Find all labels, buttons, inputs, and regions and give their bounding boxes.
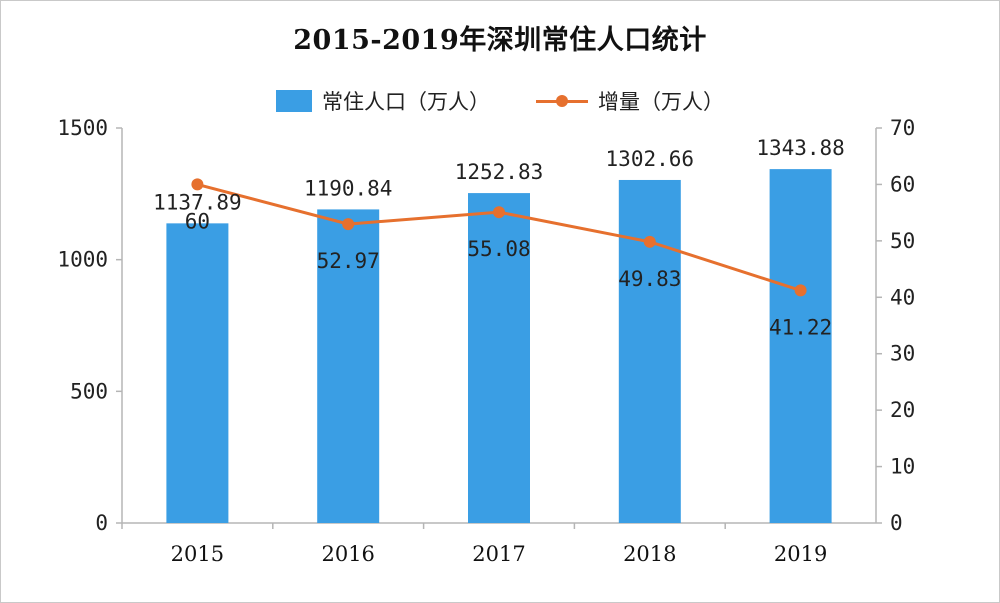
bar <box>317 209 380 523</box>
y-left-tick-label: 0 <box>95 511 108 535</box>
increment-point <box>794 284 807 297</box>
line-data-label: 60 <box>185 209 210 233</box>
chart-title: 2015-2019年深圳常住人口统计 <box>293 25 707 56</box>
y-left-tick-label: 1500 <box>57 116 108 140</box>
line-data-label: 41.22 <box>769 315 832 339</box>
bar <box>166 223 229 523</box>
x-tick-label: 2018 <box>623 542 676 566</box>
increment-point <box>493 206 505 219</box>
x-tick-label: 2017 <box>472 542 525 566</box>
legend-label-increment: 增量（万人） <box>598 90 724 114</box>
legend-label-population: 常住人口（万人） <box>322 90 490 114</box>
line-data-label: 55.08 <box>467 237 530 261</box>
y-right-tick-label: 20 <box>890 398 915 422</box>
y-right-tick-label: 60 <box>890 172 915 196</box>
y-right-tick-label: 10 <box>890 455 915 479</box>
x-tick-label: 2016 <box>321 542 374 566</box>
increment-point <box>643 235 656 248</box>
y-right-tick-label: 0 <box>890 511 903 535</box>
legend-item-increment: 增量（万人） <box>536 86 724 116</box>
y-right-tick-label: 50 <box>890 229 915 253</box>
bar <box>468 193 530 523</box>
bar <box>769 169 832 523</box>
y-right-tick-label: 40 <box>890 285 915 309</box>
increment-point <box>342 218 355 231</box>
line-data-label: 49.83 <box>618 267 681 291</box>
y-right-tick-label: 70 <box>890 116 915 140</box>
bar-data-label: 1252.83 <box>455 160 544 184</box>
legend-swatch-bar <box>276 90 312 112</box>
chart-legend: 常住人口（万人） 增量（万人） <box>0 84 1000 118</box>
y-left-tick-label: 1000 <box>57 248 108 272</box>
bar-data-label: 1190.84 <box>304 176 393 200</box>
x-tick-label: 2019 <box>774 542 827 566</box>
x-tick-label: 2015 <box>171 542 224 566</box>
increment-point <box>191 178 204 191</box>
bar-data-label: 1343.88 <box>756 136 845 160</box>
line-data-label: 52.97 <box>317 249 380 273</box>
y-left-tick-label: 500 <box>70 379 108 403</box>
legend-swatch-line <box>536 90 588 112</box>
y-right-tick-label: 30 <box>890 342 915 366</box>
bar-data-label: 1302.66 <box>606 147 695 171</box>
legend-item-population: 常住人口（万人） <box>276 86 490 116</box>
bar <box>618 179 681 524</box>
bar-data-label: 1137.89 <box>153 190 242 214</box>
